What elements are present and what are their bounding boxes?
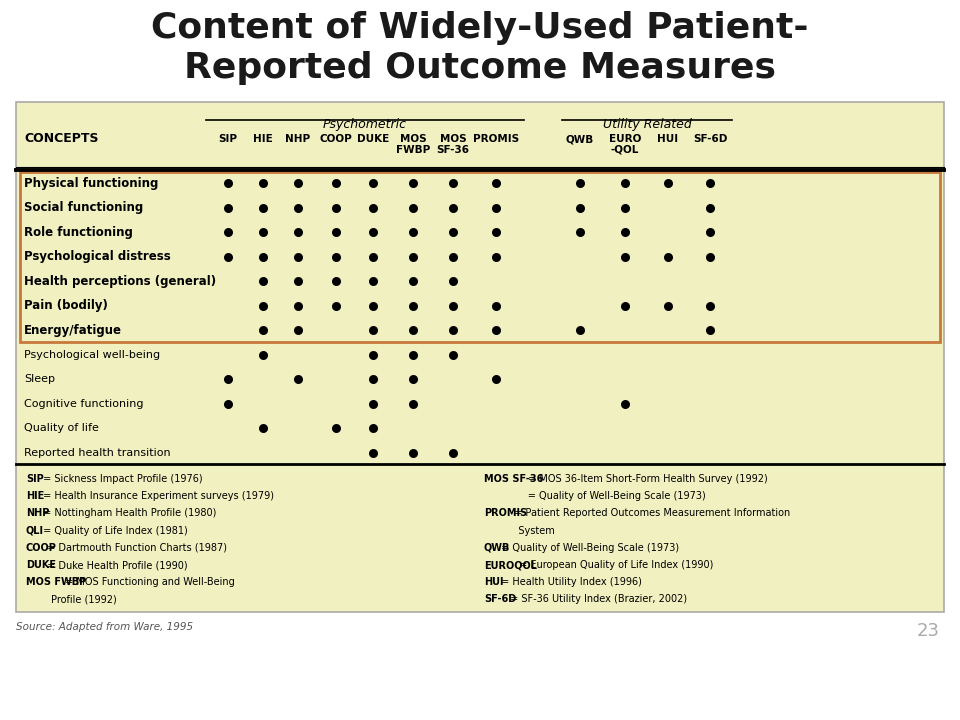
Text: = Nottingham Health Profile (1980): = Nottingham Health Profile (1980): [39, 508, 216, 518]
Text: DUKE: DUKE: [357, 134, 389, 144]
Text: CONCEPTS: CONCEPTS: [24, 132, 99, 145]
Text: 23: 23: [917, 622, 940, 640]
Text: = Patient Reported Outcomes Measurement Information: = Patient Reported Outcomes Measurement …: [512, 508, 790, 518]
Text: SF-6D: SF-6D: [484, 595, 516, 604]
Text: Reported health transition: Reported health transition: [24, 448, 171, 458]
Text: = Quality of Well-Being Scale (1973): = Quality of Well-Being Scale (1973): [484, 491, 706, 501]
Text: SF-6D: SF-6D: [693, 134, 727, 144]
Text: HIE: HIE: [253, 134, 273, 144]
Text: = Sickness Impact Profile (1976): = Sickness Impact Profile (1976): [39, 474, 203, 484]
Text: Quality of life: Quality of life: [24, 423, 99, 433]
Text: MOS
SF-36: MOS SF-36: [437, 134, 469, 155]
Text: Physical functioning: Physical functioning: [24, 177, 158, 190]
Text: Psychometric: Psychometric: [323, 118, 407, 131]
Text: EUROQOL: EUROQOL: [484, 560, 537, 570]
Text: Health perceptions (general): Health perceptions (general): [24, 275, 216, 288]
Text: NHP: NHP: [285, 134, 311, 144]
Text: SIP: SIP: [219, 134, 237, 144]
Text: MOS FWBP: MOS FWBP: [26, 577, 86, 588]
Text: MOS
FWBP: MOS FWBP: [396, 134, 430, 155]
Text: = MOS 36-Item Short-Form Health Survey (1992): = MOS 36-Item Short-Form Health Survey (…: [525, 474, 768, 484]
Text: Energy/fatigue: Energy/fatigue: [24, 324, 122, 337]
Text: HUI: HUI: [484, 577, 503, 588]
Text: Utility Related: Utility Related: [603, 118, 691, 131]
Text: Profile (1992): Profile (1992): [26, 595, 117, 604]
Text: Social functioning: Social functioning: [24, 202, 143, 215]
Text: COOP: COOP: [26, 543, 57, 553]
Text: Cognitive functioning: Cognitive functioning: [24, 399, 143, 409]
Text: Psychological distress: Psychological distress: [24, 251, 171, 264]
Text: Content of Widely-Used Patient-
Reported Outcome Measures: Content of Widely-Used Patient- Reported…: [152, 12, 808, 85]
Text: Psychological well-being: Psychological well-being: [24, 350, 160, 360]
Text: = Dartmouth Function Charts (1987): = Dartmouth Function Charts (1987): [44, 543, 228, 553]
Text: HIE: HIE: [26, 491, 44, 501]
Text: EURO
-QOL: EURO -QOL: [609, 134, 641, 155]
Text: = Quality of Life Index (1981): = Quality of Life Index (1981): [39, 526, 187, 536]
Text: DUKE: DUKE: [26, 560, 56, 570]
Text: QLI: QLI: [26, 526, 44, 536]
Text: = MOS Functioning and Well-Being: = MOS Functioning and Well-Being: [62, 577, 235, 588]
Text: Source: Adapted from Ware, 1995: Source: Adapted from Ware, 1995: [16, 622, 193, 632]
Text: = Health Utility Index (1996): = Health Utility Index (1996): [497, 577, 641, 588]
Text: = Quality of Well-Being Scale (1973): = Quality of Well-Being Scale (1973): [497, 543, 679, 553]
Text: HUI: HUI: [658, 134, 679, 144]
Text: = SF-36 Utility Index (Brazier, 2002): = SF-36 Utility Index (Brazier, 2002): [507, 595, 686, 604]
Text: QWB: QWB: [565, 134, 594, 144]
Text: = European Quality of Life Index (1990): = European Quality of Life Index (1990): [516, 560, 713, 570]
Text: COOP: COOP: [320, 134, 352, 144]
Text: SIP: SIP: [26, 474, 44, 484]
Text: PROMIS: PROMIS: [484, 508, 527, 518]
Text: MOS SF-36: MOS SF-36: [484, 474, 543, 484]
Text: Role functioning: Role functioning: [24, 226, 132, 239]
Text: QWB: QWB: [484, 543, 511, 553]
Text: NHP: NHP: [26, 508, 49, 518]
Text: PROMIS: PROMIS: [473, 134, 519, 144]
Text: Pain (bodily): Pain (bodily): [24, 300, 108, 312]
Text: = Health Insurance Experiment surveys (1979): = Health Insurance Experiment surveys (1…: [39, 491, 274, 501]
Text: = Duke Health Profile (1990): = Duke Health Profile (1990): [44, 560, 188, 570]
FancyBboxPatch shape: [16, 102, 944, 612]
Text: System: System: [484, 526, 555, 536]
Text: Sleep: Sleep: [24, 374, 55, 384]
